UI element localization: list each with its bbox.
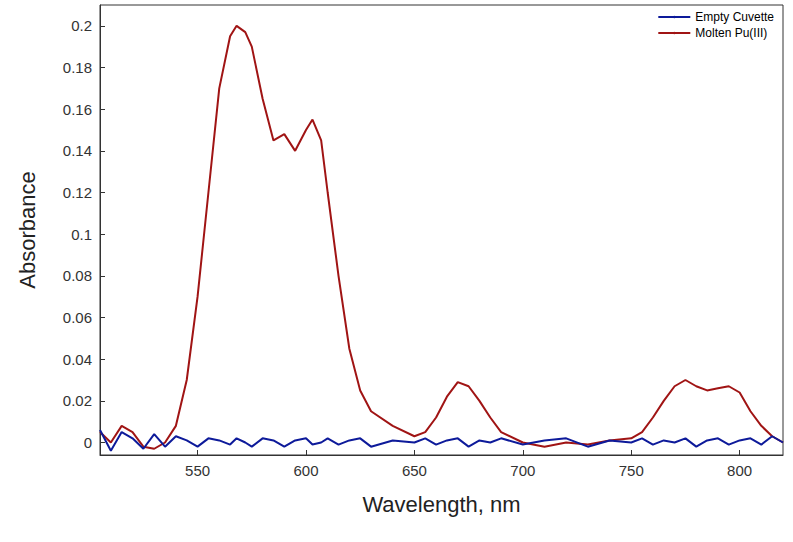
svg-text:550: 550: [185, 462, 210, 479]
svg-text:0.04: 0.04: [63, 351, 92, 368]
svg-text:Empty Cuvette: Empty Cuvette: [695, 10, 774, 24]
svg-text:Molten Pu(III): Molten Pu(III): [695, 26, 767, 40]
svg-text:0.1: 0.1: [71, 226, 92, 243]
svg-text:0.18: 0.18: [63, 59, 92, 76]
svg-text:0.14: 0.14: [63, 142, 92, 159]
svg-text:800: 800: [727, 462, 752, 479]
svg-text:Absorbance: Absorbance: [15, 171, 40, 288]
svg-text:700: 700: [510, 462, 535, 479]
svg-text:0.12: 0.12: [63, 184, 92, 201]
svg-text:750: 750: [619, 462, 644, 479]
svg-text:0: 0: [84, 434, 92, 451]
svg-text:0.02: 0.02: [63, 392, 92, 409]
svg-text:0.2: 0.2: [71, 17, 92, 34]
svg-text:0.08: 0.08: [63, 267, 92, 284]
svg-text:Wavelength, nm: Wavelength, nm: [362, 492, 520, 517]
svg-text:650: 650: [402, 462, 427, 479]
svg-text:0.16: 0.16: [63, 101, 92, 118]
svg-text:0.06: 0.06: [63, 309, 92, 326]
svg-text:600: 600: [293, 462, 318, 479]
